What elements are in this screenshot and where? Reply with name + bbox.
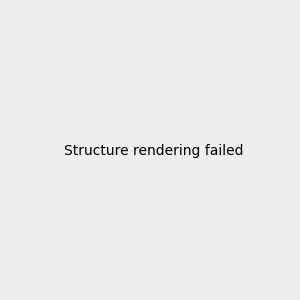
Text: Structure rendering failed: Structure rendering failed	[64, 145, 244, 158]
